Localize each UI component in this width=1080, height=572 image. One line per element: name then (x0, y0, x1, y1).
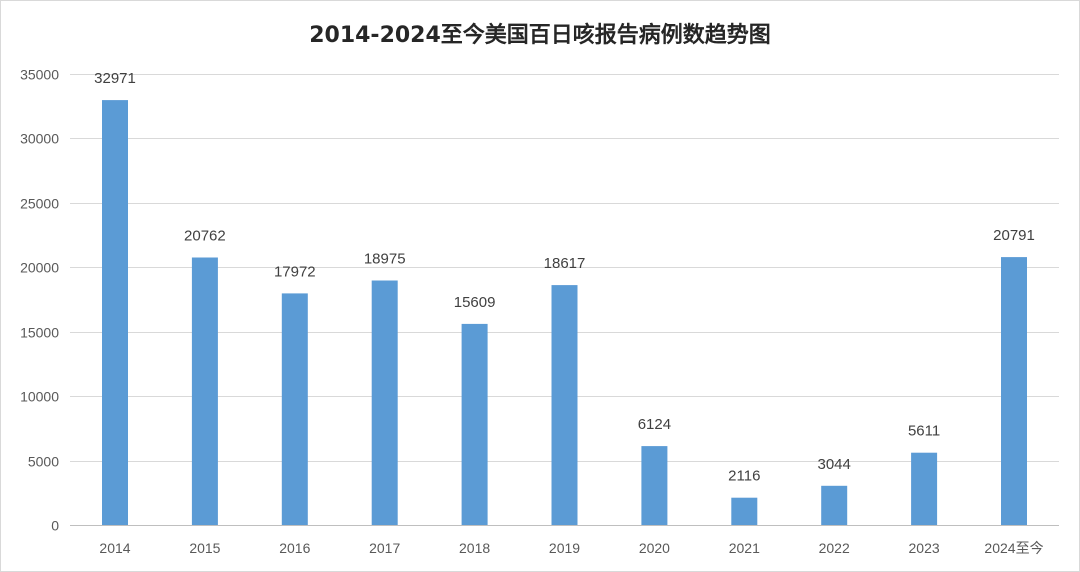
bar (461, 323, 488, 525)
data-label: 20762 (184, 228, 226, 245)
x-axis-ticks: 2014 2015 2016 2017 2018 2019 2020 2021 2022 2023… (99, 540, 1043, 556)
bar (191, 257, 218, 525)
x-tick-label: 2017 (369, 540, 400, 556)
bar (911, 452, 938, 525)
data-label: 18975 (364, 251, 406, 268)
bar (821, 485, 848, 525)
x-tick-label: 2016 (279, 540, 310, 556)
data-label: 6124 (638, 416, 671, 433)
y-tick-label: 5000 (28, 454, 59, 470)
x-tick-label: 2022 (819, 540, 850, 556)
x-tick-label: 2018 (459, 540, 490, 556)
bars (102, 100, 1027, 525)
x-tick-label: 2024至今 (984, 540, 1043, 556)
bar (281, 293, 308, 525)
x-tick-label: 2021 (729, 540, 760, 556)
y-tick-label: 25000 (20, 196, 59, 212)
x-tick-label: 2020 (639, 540, 670, 556)
x-tick-label: 2014 (99, 540, 130, 556)
data-label: 18617 (544, 255, 586, 272)
x-tick-label: 2023 (909, 540, 940, 556)
data-label: 20791 (993, 227, 1035, 244)
x-tick-label: 2019 (549, 540, 580, 556)
bar (641, 446, 668, 525)
y-tick-label: 30000 (20, 131, 59, 147)
bar (1001, 257, 1027, 525)
x-tick-label: 2015 (189, 540, 220, 556)
y-tick-label: 35000 (20, 67, 59, 83)
y-axis-ticks: 0 5000 10000 15000 20000 25000 30000 35000 (20, 67, 59, 534)
y-tick-label: 10000 (20, 389, 59, 405)
data-label: 2116 (728, 468, 760, 485)
y-tick-label: 20000 (20, 260, 59, 276)
y-tick-label: 15000 (20, 325, 59, 341)
bar (551, 285, 578, 525)
bar (731, 497, 758, 525)
chart-title: 2014-2024至今美国百日咳报告病例数趋势图 (309, 23, 771, 48)
data-label: 5611 (908, 423, 940, 440)
y-tick-label: 0 (51, 518, 59, 534)
bar (371, 280, 398, 525)
data-label: 32971 (94, 70, 136, 87)
data-label: 17972 (274, 263, 316, 280)
data-labels: 32971 20762 17972 18975 15609 18617 6124 2116 30… (94, 70, 1035, 485)
bar (102, 100, 128, 525)
data-label: 15609 (454, 294, 496, 311)
data-label: 3044 (818, 456, 851, 473)
